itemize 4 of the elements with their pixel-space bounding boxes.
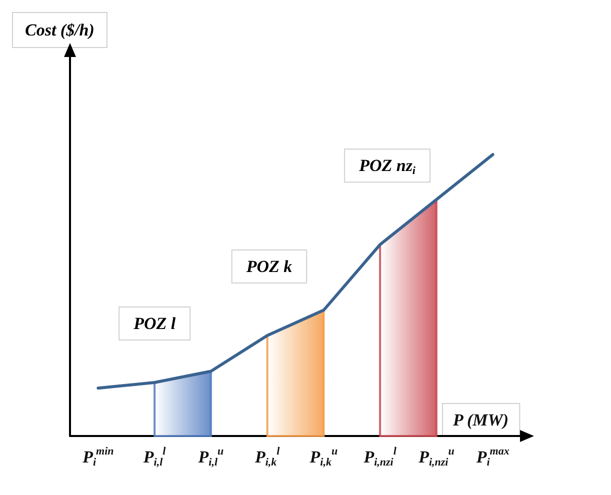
x-axis-title: P (MW): [452, 410, 509, 430]
band-label: POZ l: [132, 314, 176, 334]
text: Cost ($/h): [25, 20, 94, 40]
band-label: POZ k: [245, 257, 293, 276]
